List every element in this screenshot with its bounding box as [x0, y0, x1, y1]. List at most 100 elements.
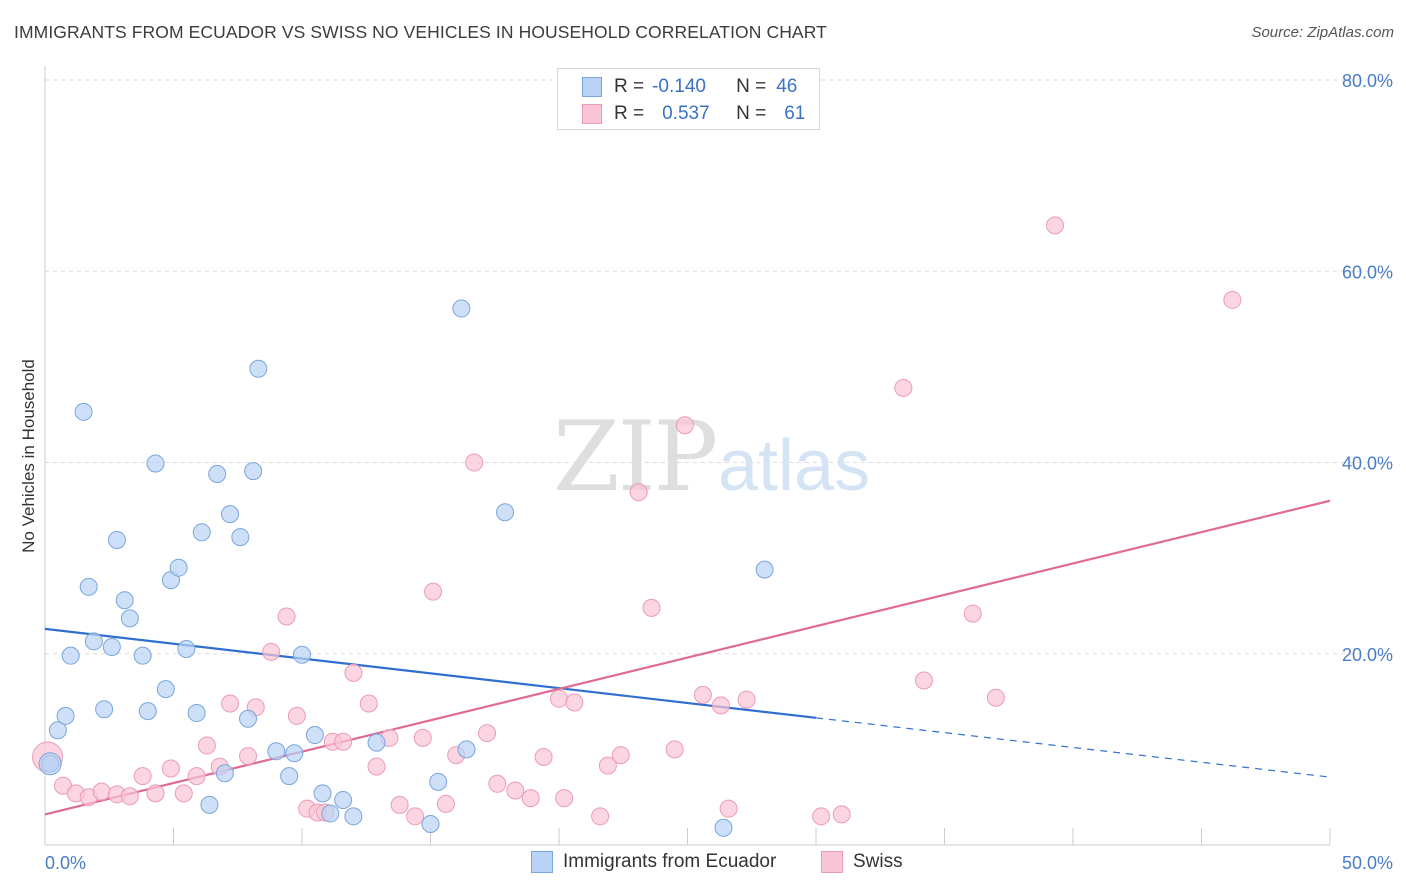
- data-point-swiss: [287, 706, 306, 725]
- data-point-ecuador: [755, 560, 774, 579]
- data-point-swiss: [565, 693, 584, 712]
- y-tick-label: 80.0%: [1342, 71, 1393, 91]
- data-point-swiss: [986, 688, 1005, 707]
- data-point-swiss: [465, 453, 484, 472]
- data-point-swiss: [534, 748, 553, 767]
- legend-label-ecuador: Immigrants from Ecuador: [563, 851, 777, 872]
- legend-r-label: R =: [614, 103, 645, 124]
- data-point-swiss: [92, 782, 111, 801]
- legend-swatch-ecuador: [582, 77, 602, 97]
- data-point-swiss: [963, 604, 982, 623]
- data-point-swiss: [711, 696, 730, 715]
- data-point-ecuador: [74, 402, 93, 421]
- data-point-swiss: [161, 759, 180, 778]
- legend-row-ecuador: R = -0.140 N = 46: [582, 73, 797, 101]
- legend-r-label: R =: [614, 76, 645, 97]
- data-point-ecuador: [367, 733, 386, 752]
- legend-swatch-swiss: [582, 104, 602, 124]
- x-tick-label: 50.0%: [1342, 853, 1393, 873]
- axes: [44, 66, 1331, 846]
- y-tick-label: 40.0%: [1342, 454, 1393, 474]
- data-point-ecuador: [334, 791, 353, 810]
- data-point-ecuador: [120, 609, 139, 628]
- data-point-ecuador: [156, 680, 175, 699]
- data-point-swiss: [598, 756, 617, 775]
- data-point-swiss: [197, 736, 216, 755]
- data-point-ecuador: [79, 577, 98, 596]
- data-point-ecuador: [280, 767, 299, 786]
- data-point-swiss: [550, 689, 568, 708]
- data-point-swiss: [555, 789, 574, 808]
- data-point-swiss: [359, 694, 378, 713]
- data-point-ecuador: [133, 646, 152, 665]
- chart-source: Source: ZipAtlas.com: [1251, 24, 1394, 41]
- data-point-swiss: [133, 767, 152, 786]
- data-point-swiss: [187, 767, 206, 786]
- data-point-swiss: [642, 598, 661, 617]
- legend-label-swiss: Swiss: [853, 851, 903, 872]
- legend-item-ecuador: Immigrants from Ecuador: [531, 851, 776, 873]
- data-point-swiss: [591, 807, 610, 826]
- data-point-swiss: [406, 807, 425, 826]
- data-point-ecuador: [496, 503, 515, 522]
- data-point-swiss: [737, 690, 756, 709]
- data-point-swiss: [1046, 216, 1065, 235]
- data-point-ecuador: [56, 706, 75, 725]
- data-point-swiss: [367, 757, 386, 776]
- data-point-swiss: [478, 724, 497, 743]
- data-point-ecuador: [187, 704, 206, 723]
- data-point-ecuador: [208, 464, 227, 483]
- data-point-ecuador: [48, 721, 67, 740]
- legend-swatch-swiss: [821, 851, 843, 873]
- data-point-swiss: [675, 416, 694, 435]
- data-point-swiss: [611, 746, 630, 765]
- legend-n-label: N =: [736, 76, 767, 97]
- y-tick-label: 20.0%: [1342, 645, 1393, 665]
- data-point-swiss: [812, 807, 831, 826]
- data-point-ecuador: [38, 752, 62, 776]
- data-point-ecuador: [215, 764, 234, 783]
- watermark-atlas: atlas: [718, 426, 870, 506]
- data-point-swiss: [413, 728, 432, 747]
- data-point-ecuador: [200, 795, 219, 814]
- series-legend: Immigrants from Ecuador Swiss: [0, 851, 1406, 879]
- data-point-ecuador: [267, 742, 286, 761]
- data-point-ecuador: [429, 772, 448, 791]
- legend-n-value: 61: [784, 103, 806, 124]
- data-point-ecuador: [714, 818, 733, 837]
- data-point-swiss: [334, 732, 353, 751]
- data-point-swiss: [277, 607, 296, 626]
- legend-r-value: -0.140: [652, 76, 706, 97]
- data-point-swiss: [693, 685, 712, 704]
- data-point-swiss: [390, 795, 409, 814]
- data-point-swiss: [221, 694, 240, 713]
- trend-line-ecuador: [44, 627, 817, 719]
- data-point-swiss: [506, 781, 525, 800]
- data-point-ecuador: [305, 726, 324, 745]
- data-point-swiss: [521, 789, 540, 808]
- data-point-swiss: [832, 805, 851, 824]
- data-point-swiss: [344, 663, 363, 682]
- data-point-swiss: [894, 378, 913, 397]
- data-point-swiss: [120, 787, 139, 806]
- data-point-swiss: [914, 671, 933, 690]
- y-tick-label: 60.0%: [1342, 262, 1393, 282]
- legend-r-value: 0.537: [662, 103, 710, 124]
- data-point-swiss: [424, 582, 443, 601]
- data-point-swiss: [174, 784, 193, 803]
- stats-legend: R = -0.140 N = 46 R = 0.537 N = 61: [557, 68, 820, 130]
- data-point-ecuador: [138, 702, 157, 721]
- chart-title: IMMIGRANTS FROM ECUADOR VS SWISS NO VEHI…: [14, 22, 827, 42]
- watermark: ZIP atlas: [553, 401, 870, 513]
- data-point-ecuador: [457, 740, 476, 759]
- data-points: [32, 216, 1242, 837]
- data-point-ecuador: [313, 784, 332, 803]
- data-point-ecuador: [421, 814, 440, 833]
- data-point-swiss: [719, 799, 738, 818]
- grid-lines: [45, 79, 1392, 655]
- data-point-ecuador: [115, 591, 134, 610]
- data-point-swiss: [665, 740, 684, 759]
- data-point-ecuador: [231, 528, 250, 547]
- legend-swatch-ecuador: [531, 851, 553, 873]
